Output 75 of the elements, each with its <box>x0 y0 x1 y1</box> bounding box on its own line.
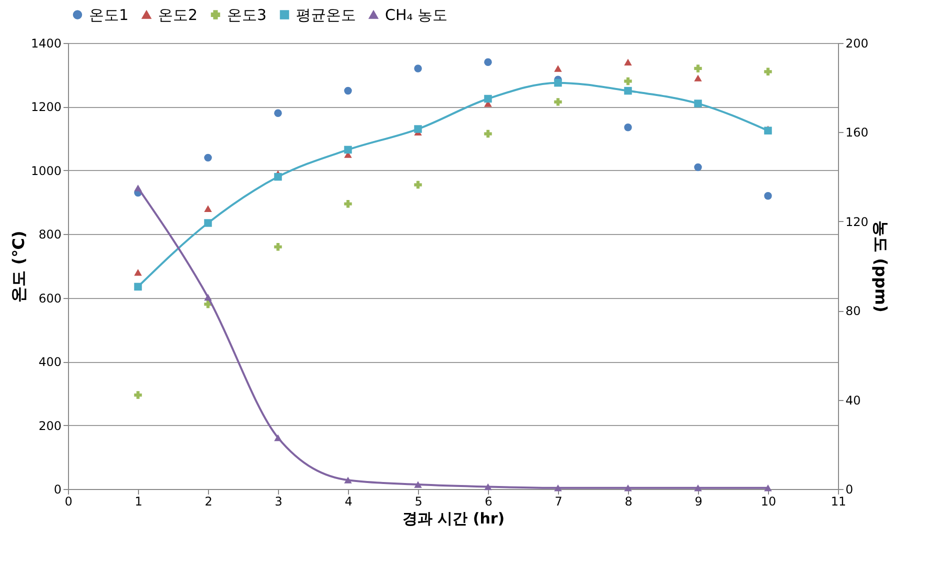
y-tick-label: 1200 <box>30 100 62 114</box>
point <box>554 65 562 72</box>
legend-label: 평균온도 <box>296 6 356 24</box>
y2-tick-label: 40 <box>846 393 861 408</box>
x-tick-label: 7 <box>554 494 562 508</box>
point <box>624 484 632 492</box>
point <box>764 484 772 492</box>
y-tick-label: 400 <box>38 355 62 370</box>
point <box>204 205 212 212</box>
point <box>204 294 212 301</box>
y2-tick-label: 80 <box>846 304 861 318</box>
point <box>694 64 702 72</box>
point <box>624 86 632 95</box>
legend-label: 온도1 <box>89 6 129 24</box>
point <box>694 484 702 492</box>
y2-tick-label: 120 <box>846 214 868 229</box>
legend-label: 온도3 <box>227 6 267 24</box>
point <box>554 98 562 106</box>
point <box>484 58 492 66</box>
point <box>694 163 702 172</box>
x-tick-label: 11 <box>830 494 846 508</box>
y2-axis-title: 농도 (ppm) <box>871 220 890 312</box>
legend-label: CH₄ 농도 <box>385 6 448 24</box>
point <box>624 58 632 66</box>
point <box>274 109 282 117</box>
x-tick-label: 9 <box>694 494 702 508</box>
legend-label: 온도2 <box>158 6 198 24</box>
x-tick-label: 6 <box>484 494 492 508</box>
point <box>344 476 352 484</box>
x-tick-label: 5 <box>414 494 422 508</box>
point <box>694 74 702 82</box>
point <box>274 243 282 251</box>
point <box>624 124 632 132</box>
y2-tick-label: 200 <box>846 36 868 50</box>
x-tick-label: 0 <box>64 494 72 508</box>
x-tick-label: 2 <box>204 494 212 508</box>
point <box>204 219 212 227</box>
point <box>554 484 562 492</box>
point <box>694 100 702 108</box>
point <box>624 77 632 86</box>
point <box>414 481 422 488</box>
point <box>344 86 352 95</box>
point <box>414 180 422 189</box>
point <box>764 192 772 200</box>
y-tick-label: 600 <box>38 291 62 306</box>
point <box>344 200 352 208</box>
y-tick-label: 800 <box>38 228 62 242</box>
y2-tick-label: 160 <box>846 126 868 140</box>
point <box>484 130 492 138</box>
x-tick-label: 10 <box>760 494 776 508</box>
x-tick-label: 4 <box>344 494 352 508</box>
point <box>204 154 212 162</box>
point <box>414 125 422 133</box>
point <box>554 78 562 87</box>
point <box>274 172 282 181</box>
x-axis-title: 경과 시간 (hr) <box>402 510 505 528</box>
point <box>484 483 492 490</box>
x-tick-label: 8 <box>624 494 632 508</box>
y-tick-label: 0 <box>54 482 62 496</box>
x-tick-label: 3 <box>274 494 282 508</box>
y-axis-title: 온도 (℃) <box>8 230 28 302</box>
y2-tick-label: 0 <box>846 482 854 496</box>
y-tick-label: 1400 <box>30 36 62 50</box>
point <box>134 282 142 291</box>
point <box>134 184 142 192</box>
point <box>134 269 142 276</box>
point <box>414 64 422 72</box>
point <box>274 434 282 442</box>
point <box>344 146 352 154</box>
x-tick-label: 1 <box>134 494 142 508</box>
point <box>134 391 142 399</box>
y-tick-label: 1000 <box>30 164 62 178</box>
point <box>764 68 772 76</box>
point <box>484 94 492 103</box>
y-tick-label: 200 <box>38 418 62 433</box>
